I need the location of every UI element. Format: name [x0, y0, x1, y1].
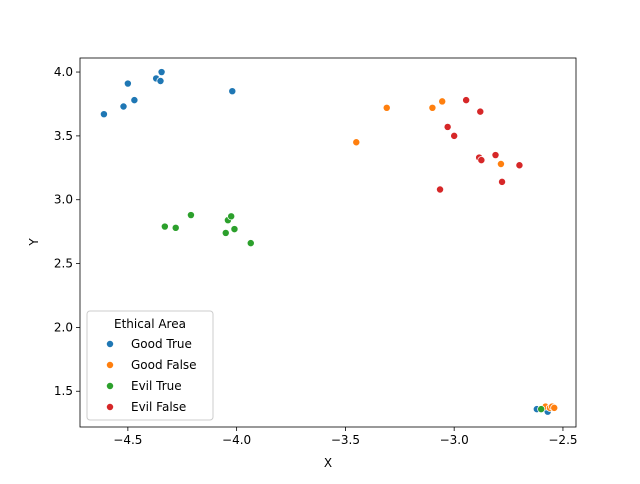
y-tick-label-5: 4.0	[54, 65, 73, 79]
point-2-8	[537, 405, 546, 414]
y-tick-label-4: 3.5	[54, 129, 73, 143]
legend-label-1: Good False	[131, 358, 197, 372]
x-tick-label-0: −4.5	[113, 433, 142, 447]
point-1-1	[382, 103, 391, 112]
point-2-5	[227, 212, 236, 221]
y-tick-label-3: 3.0	[54, 193, 73, 207]
points-layer	[99, 68, 559, 416]
point-2-1	[171, 223, 180, 232]
point-3-9	[515, 161, 524, 170]
point-0-3	[130, 96, 139, 105]
x-tick-label-4: −2.5	[548, 433, 577, 447]
point-3-3	[462, 96, 471, 105]
point-3-8	[498, 177, 507, 186]
point-0-5	[156, 77, 165, 85]
point-0-0	[99, 110, 108, 119]
y-axis-label: Y	[27, 238, 41, 247]
point-1-4	[496, 160, 505, 168]
point-1-8	[550, 403, 559, 412]
legend-entries: Good True Good False Evil True Evil False	[106, 337, 197, 414]
legend: Ethical Area Good True Good False Evil Tru…	[86, 310, 214, 421]
point-1-2	[428, 103, 437, 112]
point-1-0	[352, 138, 361, 147]
point-3-7	[491, 151, 500, 160]
y-tick-label-1: 2.0	[54, 320, 73, 334]
legend-marker-1	[106, 361, 114, 369]
legend-title: Ethical Area	[114, 317, 186, 331]
point-3-2	[450, 131, 459, 140]
y-tick-label-2: 2.5	[54, 257, 73, 271]
point-1-3	[438, 97, 447, 106]
legend-label-3: Evil False	[131, 400, 186, 414]
point-0-6	[157, 68, 166, 77]
plot-frame	[79, 57, 577, 428]
legend-label-2: Evil True	[131, 379, 182, 393]
y-tick-label-0: 1.5	[54, 384, 73, 398]
x-axis-label: X	[324, 456, 332, 470]
point-3-6	[477, 156, 486, 165]
point-2-7	[246, 239, 255, 248]
point-2-0	[160, 222, 169, 231]
point-2-2	[186, 211, 195, 220]
point-3-0	[436, 185, 445, 194]
y-axis-ticks: 1.5 2.0 2.5 3.0 3.5 4.0	[54, 65, 80, 398]
x-tick-label-3: −3.0	[440, 433, 469, 447]
point-2-6	[230, 225, 239, 234]
legend-box	[86, 310, 214, 421]
legend-marker-0	[106, 340, 114, 348]
point-0-2	[123, 79, 132, 88]
point-3-1	[443, 122, 452, 131]
point-0-7	[228, 87, 237, 96]
point-0-1	[119, 102, 128, 111]
x-tick-label-1: −4.0	[222, 433, 251, 447]
legend-label-0: Good True	[131, 337, 192, 351]
legend-marker-2	[106, 382, 114, 390]
point-2-3	[221, 228, 230, 237]
legend-marker-3	[106, 403, 114, 411]
x-axis-ticks: −4.5 −4.0 −3.5 −3.0 −2.5	[113, 427, 578, 447]
point-3-5	[476, 107, 485, 116]
x-tick-label-2: −3.5	[331, 433, 360, 447]
